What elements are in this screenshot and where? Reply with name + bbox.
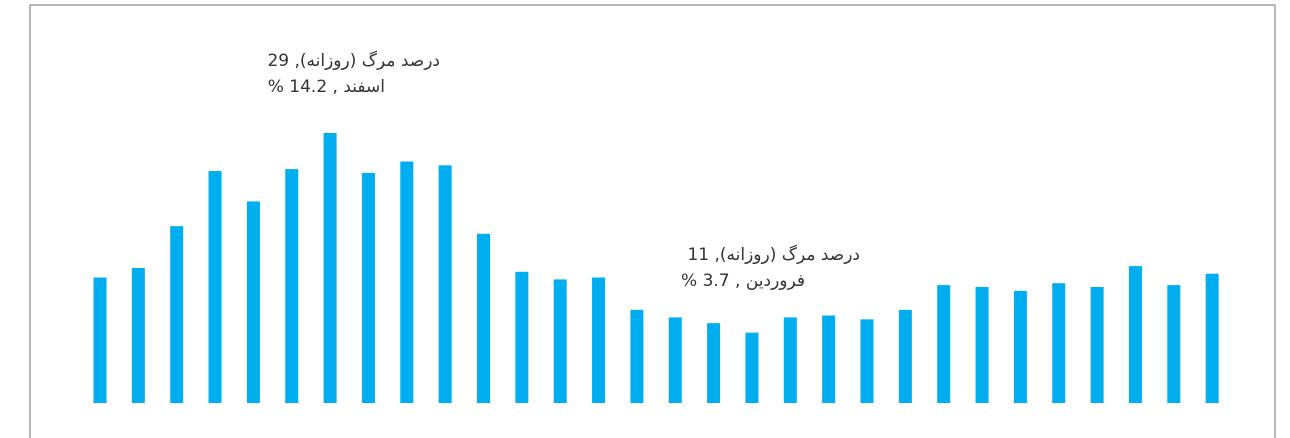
bar	[1205, 273, 1219, 403]
bar	[285, 169, 299, 403]
bar	[745, 332, 759, 403]
bar	[1167, 285, 1181, 403]
bar	[668, 317, 682, 403]
bar	[170, 226, 184, 403]
bar	[1128, 266, 1142, 403]
bar	[323, 133, 337, 403]
bar	[707, 323, 721, 403]
bar	[477, 233, 490, 403]
bar	[630, 309, 644, 403]
bar	[1052, 283, 1066, 403]
bar	[246, 201, 260, 403]
bar	[937, 285, 951, 403]
chart-frame	[29, 4, 1276, 438]
bar	[515, 271, 529, 403]
bar	[438, 165, 452, 403]
bar	[898, 309, 912, 403]
annotation: درصد مرگ (روزانه), 11 فروردین , 3.7 %	[681, 242, 860, 294]
bar	[361, 172, 375, 403]
bar	[592, 277, 606, 403]
bar	[208, 171, 222, 403]
annotation: درصد مرگ (روزانه), 29 اسفند , 14.2 %	[267, 48, 440, 100]
bar	[400, 161, 414, 403]
annotation-line: اسفند , 14.2 %	[267, 77, 385, 97]
bar	[822, 315, 836, 403]
bar	[1013, 290, 1027, 403]
bar	[1090, 287, 1104, 403]
bar	[553, 279, 567, 403]
bar	[783, 317, 797, 403]
bar	[975, 287, 989, 403]
annotation-line: درصد مرگ (روزانه), 11	[687, 245, 860, 265]
bar	[131, 268, 145, 403]
bar	[860, 319, 874, 403]
bar	[93, 277, 107, 403]
annotation-line: درصد مرگ (روزانه), 29	[267, 51, 440, 71]
annotation-line: فروردین , 3.7 %	[681, 271, 805, 291]
